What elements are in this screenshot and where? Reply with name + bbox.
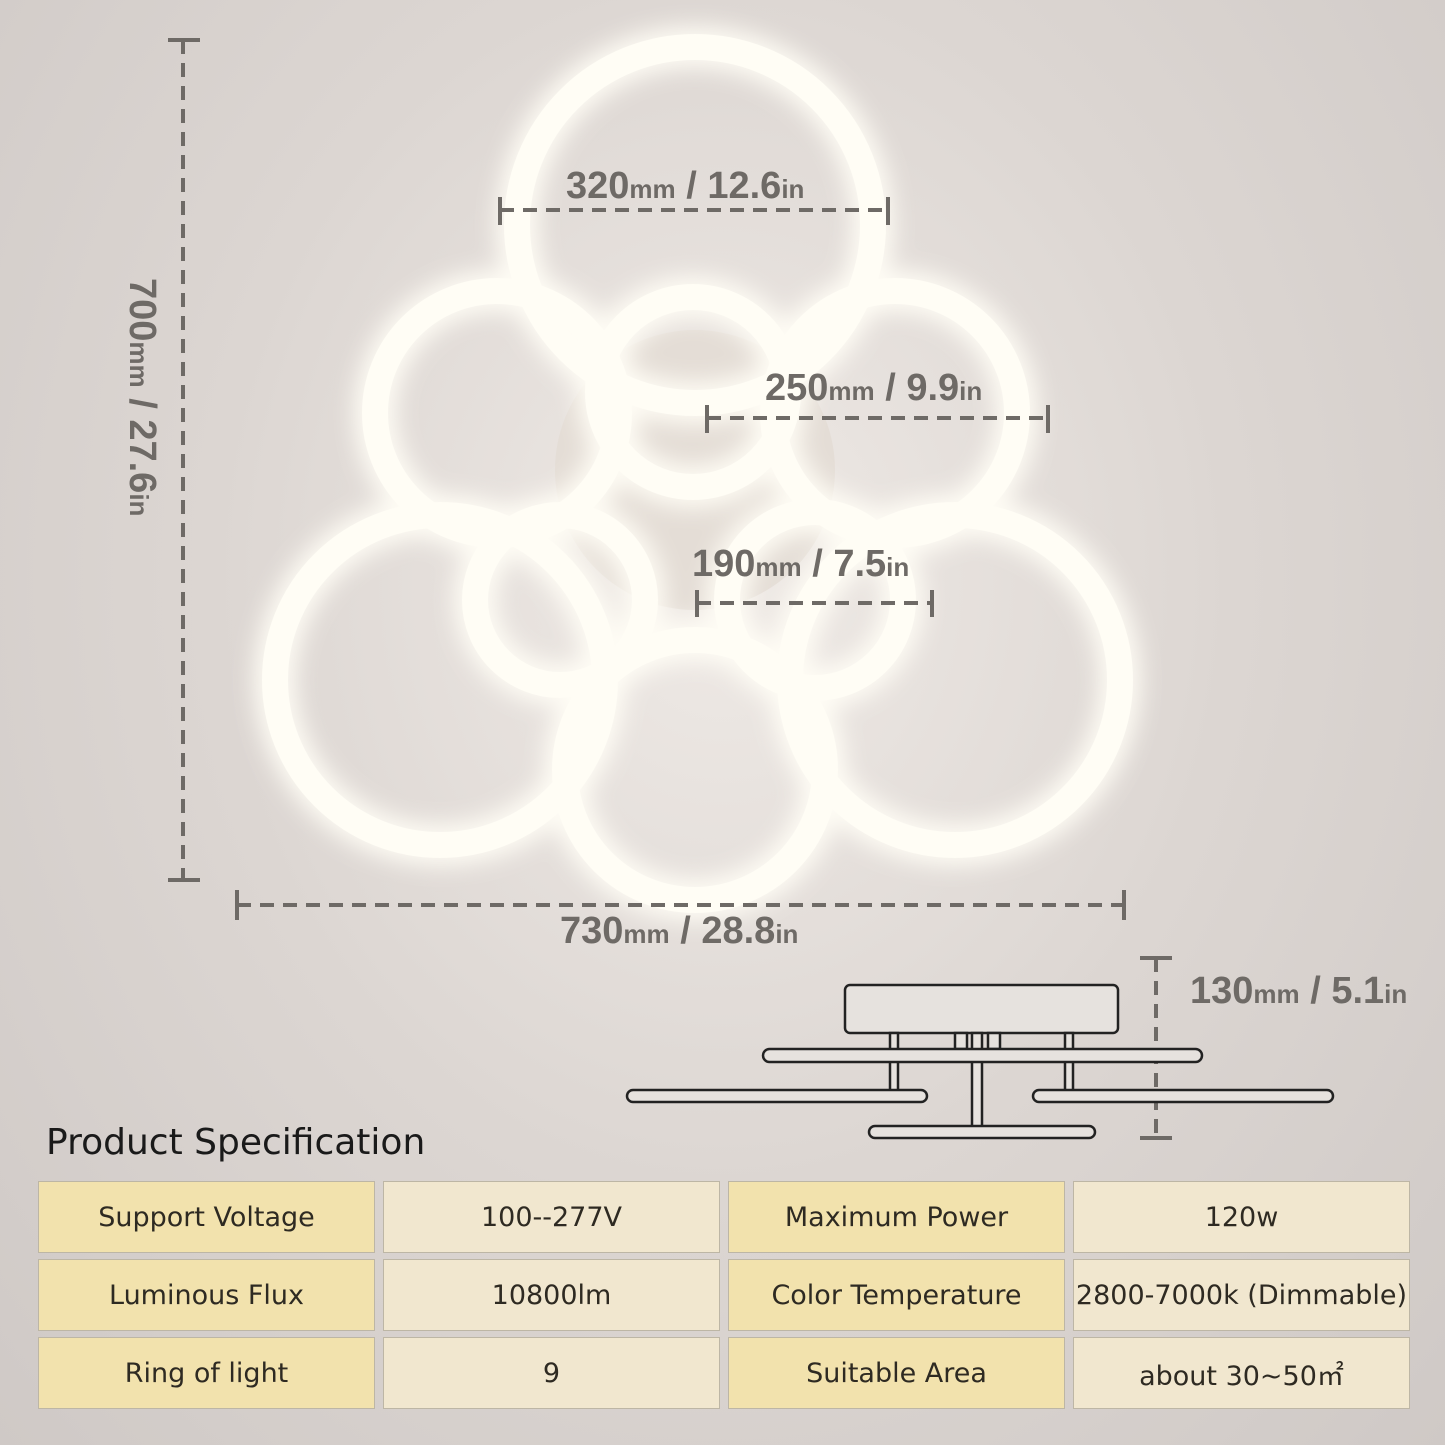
table-row: Luminous Flux 10800lm Color Temperature … — [38, 1259, 1410, 1331]
depth-label: 130mm / 5.1in — [1190, 970, 1408, 1012]
spec-key: Luminous Flux — [38, 1259, 375, 1331]
ring-small-top — [585, 284, 801, 500]
large-ring-label: 320mm / 12.6in — [566, 165, 805, 207]
spec-value: 100--277V — [383, 1181, 720, 1253]
spec-value: about 30~50㎡ — [1073, 1337, 1410, 1409]
spec-key: Support Voltage — [38, 1181, 375, 1253]
ring-top — [504, 34, 886, 416]
spec-value: 9 — [383, 1337, 720, 1409]
spec-table: Support Voltage 100--277V Maximum Power … — [30, 1175, 1418, 1415]
side-view-diagram — [625, 983, 1335, 1140]
spec-title: Product Specification — [46, 1122, 426, 1163]
dimension-lines — [168, 38, 1172, 1140]
height-label: 700mm / 27.6in — [121, 278, 163, 517]
ring-bottom-center — [552, 627, 838, 913]
spec-key: Color Temperature — [728, 1259, 1065, 1331]
spec-value: 2800-7000k (Dimmable) — [1073, 1259, 1410, 1331]
medium-ring-label: 250mm / 9.9in — [765, 367, 983, 409]
spec-value: 120w — [1073, 1181, 1410, 1253]
spec-key: Maximum Power — [728, 1181, 1065, 1253]
spec-key: Suitable Area — [728, 1337, 1065, 1409]
width-label: 730mm / 28.8in — [560, 910, 799, 952]
table-row: Support Voltage 100--277V Maximum Power … — [38, 1181, 1410, 1253]
spec-value: 10800lm — [383, 1259, 720, 1331]
small-ring-label: 190mm / 7.5in — [692, 543, 910, 585]
table-row: Ring of light 9 Suitable Area about 30~5… — [38, 1337, 1410, 1409]
ring-small-right — [714, 499, 916, 701]
ring-small-left — [462, 502, 658, 698]
spec-key: Ring of light — [38, 1337, 375, 1409]
light-rings — [262, 34, 1133, 913]
